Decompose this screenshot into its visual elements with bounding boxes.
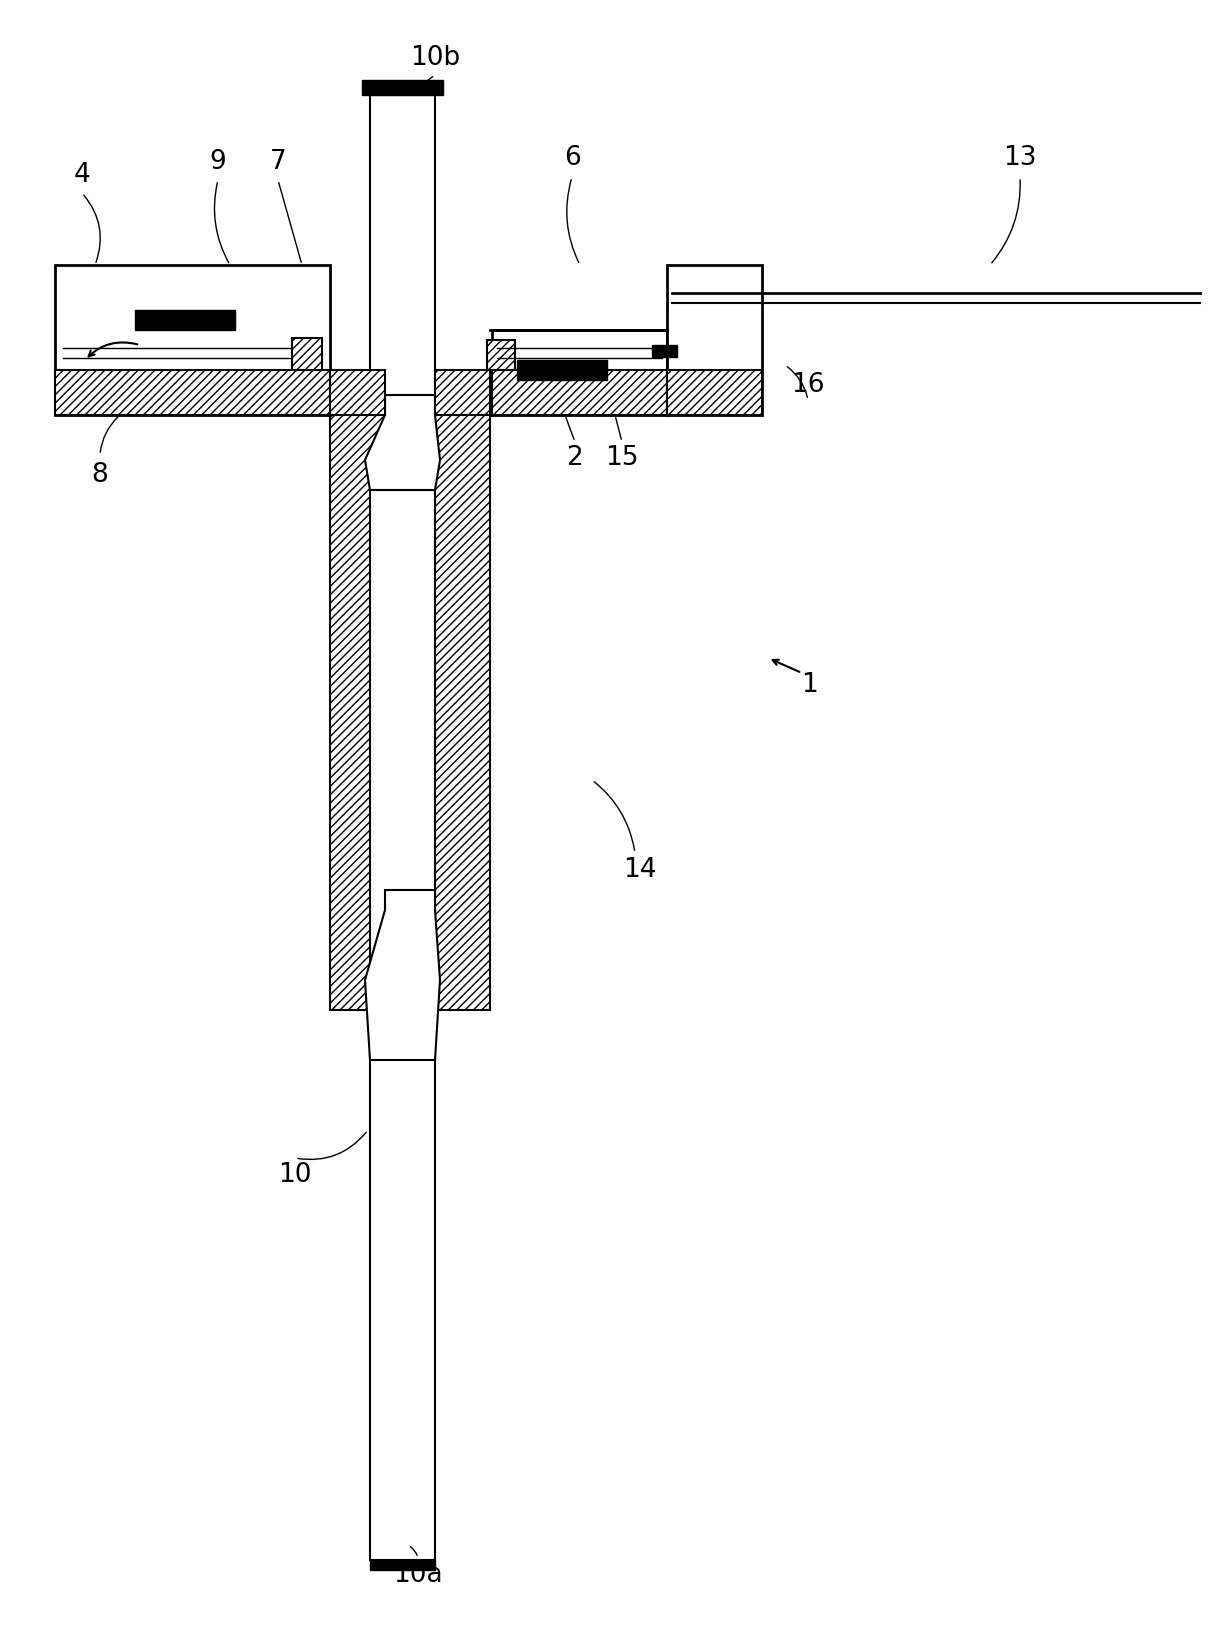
Text: 4: 4 bbox=[74, 162, 91, 188]
Bar bbox=[330, 395, 385, 1010]
Bar bbox=[135, 309, 235, 331]
Text: 8: 8 bbox=[92, 462, 108, 488]
Text: 16: 16 bbox=[791, 372, 824, 398]
Bar bbox=[492, 370, 666, 416]
Text: 2: 2 bbox=[567, 445, 583, 471]
Text: 1: 1 bbox=[801, 673, 818, 697]
Bar bbox=[435, 370, 490, 416]
Text: 14: 14 bbox=[624, 858, 657, 882]
Bar bbox=[370, 489, 435, 1560]
Bar bbox=[517, 360, 608, 380]
Text: 10a: 10a bbox=[393, 1562, 442, 1588]
Text: 9: 9 bbox=[209, 149, 227, 175]
Text: 10: 10 bbox=[278, 1162, 311, 1188]
Bar bbox=[666, 265, 762, 416]
Bar bbox=[330, 370, 385, 416]
Text: 10b: 10b bbox=[410, 44, 461, 70]
Text: 13: 13 bbox=[1003, 146, 1036, 170]
Bar bbox=[488, 340, 514, 370]
Text: 6: 6 bbox=[564, 146, 581, 170]
Bar bbox=[652, 345, 677, 357]
Bar bbox=[492, 331, 666, 416]
Bar bbox=[370, 95, 435, 395]
Text: 15: 15 bbox=[605, 445, 638, 471]
Bar bbox=[363, 80, 443, 95]
Bar bbox=[435, 395, 490, 1010]
Polygon shape bbox=[365, 891, 440, 1061]
Bar bbox=[55, 265, 330, 416]
Bar bbox=[370, 1560, 435, 1570]
Polygon shape bbox=[365, 395, 440, 489]
Text: 7: 7 bbox=[270, 149, 287, 175]
Bar bbox=[292, 337, 322, 370]
Bar bbox=[55, 370, 330, 416]
Bar bbox=[666, 370, 762, 416]
